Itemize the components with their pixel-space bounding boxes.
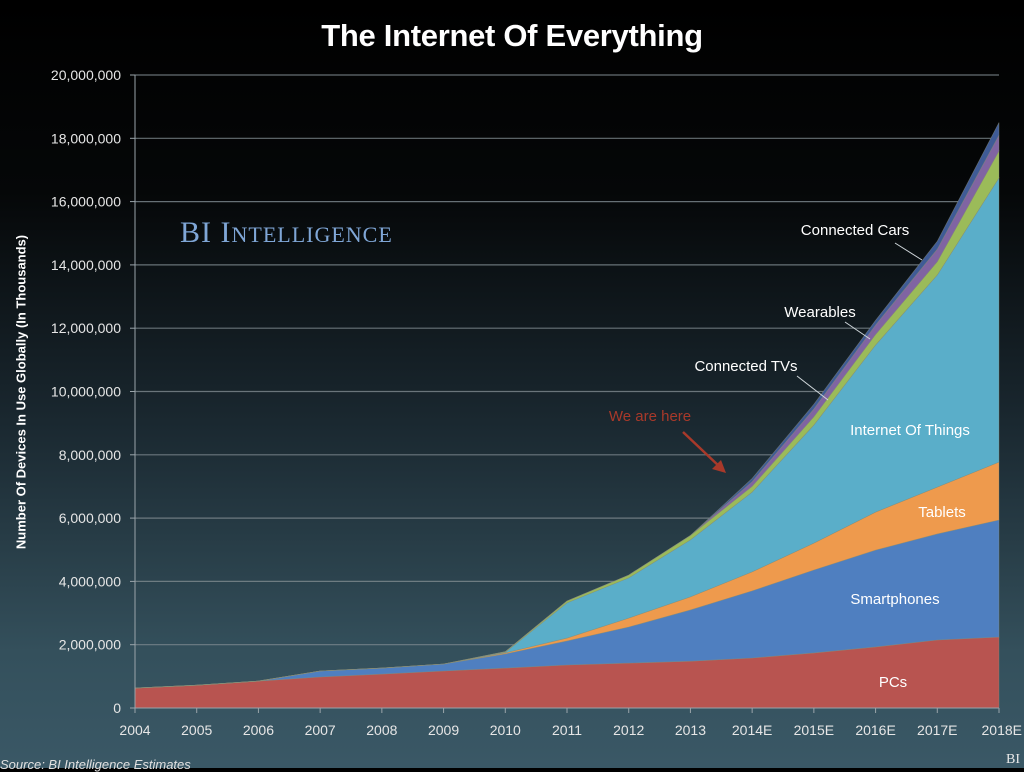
leader-line-connected-tvs [796, 375, 829, 401]
bi-logo-mark: BI [1006, 752, 1020, 767]
x-tick-labels: 2004 2005 2006 2007 2008 2009 2010 2011 2012 2013… [119, 722, 1022, 738]
brand-watermark: BI INTELLIGENCE [180, 216, 393, 250]
annotation-connected-tvs: Connected TVs [694, 358, 797, 375]
x-tick-label: 2014E [732, 722, 772, 738]
x-tick-label: 2010 [490, 722, 521, 738]
y-tick-label: 10,000,000 [51, 384, 121, 400]
y-tick-label: 20,000,000 [51, 67, 121, 83]
axes [130, 74, 1000, 713]
annotation-smartphones: Smartphones [850, 591, 939, 608]
leader-line-connected-cars [894, 242, 923, 261]
x-tick-label: 2005 [181, 722, 212, 738]
annotation-internet-of-things: Internet Of Things [850, 422, 970, 439]
x-tick-label: 2018E [982, 722, 1022, 738]
x-tick-label: 2016E [855, 722, 895, 738]
y-tick-labels: 0 2,000,000 4,000,000 6,000,000 8,000,000 10,… [51, 67, 121, 716]
stacked-areas [134, 122, 1000, 709]
we-are-here-arrow [682, 431, 722, 469]
y-tick-label: 12,000,000 [51, 320, 121, 336]
y-tick-label: 14,000,000 [51, 257, 121, 273]
y-tick-label: 18,000,000 [51, 130, 121, 146]
arrow-head-icon [712, 460, 726, 473]
annotations: We are here Connected Cars Wearables Connec… [609, 222, 970, 691]
x-tick-label: 2011 [552, 722, 582, 738]
y-tick-label: 4,000,000 [59, 573, 121, 589]
y-tick-label: 6,000,000 [59, 510, 121, 526]
y-tick-label: 8,000,000 [59, 447, 121, 463]
x-tick-label: 2004 [119, 722, 150, 738]
annotation-pcs: PCs [879, 674, 907, 691]
x-tick-label: 2013 [675, 722, 706, 738]
x-tick-label: 2008 [366, 722, 397, 738]
annotation-tablets: Tablets [918, 504, 966, 521]
y-tick-label: 16,000,000 [51, 194, 121, 210]
x-tick-label: 2012 [613, 722, 644, 738]
leader-line-wearables [844, 321, 871, 340]
x-tick-label: 2006 [243, 722, 274, 738]
x-tick-label: 2015E [794, 722, 834, 738]
y-tick-label: 0 [113, 700, 121, 716]
annotation-wearables: Wearables [784, 304, 855, 321]
area-connected-cars [134, 122, 1000, 689]
brand-rest: NTELLIGENCE [231, 222, 393, 247]
annotation-connected-cars: Connected Cars [801, 222, 909, 239]
x-tick-label: 2017E [917, 722, 957, 738]
annotation-we-are-here: We are here [609, 408, 691, 425]
source-note: Source: BI Intelligence Estimates [0, 757, 191, 772]
x-tick-label: 2007 [305, 722, 336, 738]
chart-title: The Internet Of Everything [321, 18, 703, 53]
x-tick-label: 2009 [428, 722, 459, 738]
brand-prefix: BI I [180, 216, 232, 249]
y-tick-label: 2,000,000 [59, 637, 121, 653]
